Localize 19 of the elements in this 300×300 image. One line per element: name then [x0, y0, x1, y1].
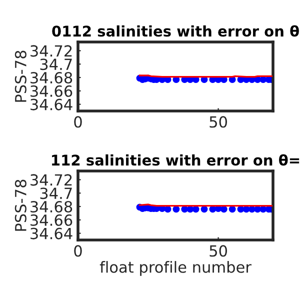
x-tick-label: 0 — [74, 116, 82, 128]
y-axis-title: PSS-78 — [14, 50, 26, 102]
y-tick-label: 34.64 — [30, 98, 72, 110]
y-tick-label: 34.66 — [30, 214, 72, 226]
y-tick-label: 34.7 — [40, 188, 72, 200]
x-tick-label: 50 — [210, 245, 227, 257]
y-tick-label: 34.72 — [30, 45, 72, 57]
y-tick-label: 34.64 — [30, 228, 72, 240]
y-tick-label: 34.7 — [40, 58, 72, 70]
y-tick-label: 34.72 — [30, 174, 72, 186]
y-axis-title: PSS-78 — [14, 180, 26, 231]
y-tick-label: 34.68 — [30, 200, 72, 213]
chart-title: 112 salinities with error on θ= — [52, 154, 300, 166]
y-tick-label: 34.68 — [30, 72, 72, 84]
x-tick-label: 0 — [74, 245, 82, 257]
x-axis-title: float profile number — [100, 261, 252, 276]
y-tick-label: 34.66 — [30, 85, 72, 97]
chart-title: 0112 salinities with error on θ — [52, 25, 299, 37]
x-tick-label: 50 — [210, 116, 227, 128]
